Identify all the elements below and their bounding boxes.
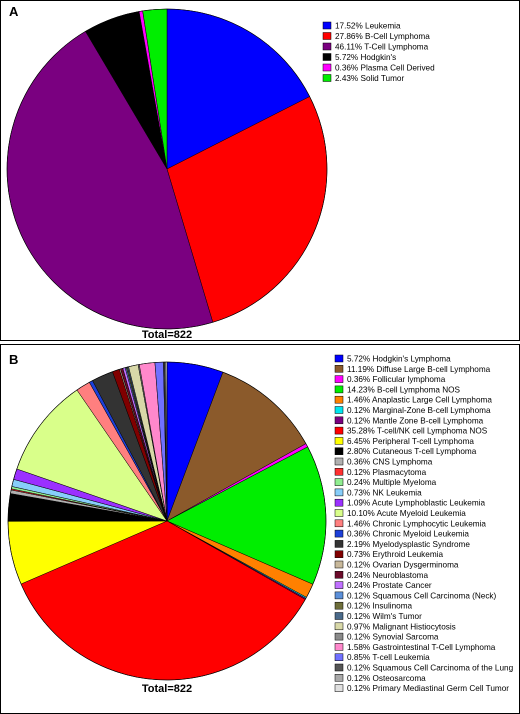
panel-b-legend-swatch-24 xyxy=(334,601,344,610)
panel-b-legend-label-26: 0.97% Malignant Histiocytosis xyxy=(347,622,456,631)
panel-b-legend-label-14: 1.09% Acute Lymphoblastic Leukemia xyxy=(347,499,486,508)
panel-b-legend-label-27: 0.12% Synovial Sarcoma xyxy=(347,633,439,642)
panel-b-legend-swatch-4 xyxy=(334,395,344,404)
panel-b-legend-label-31: 0.12% Osteosarcoma xyxy=(347,674,426,683)
panel-a-legend-label-1: 27.86% B-Cell Lymphoma xyxy=(335,32,430,41)
panel-b-pie xyxy=(7,361,327,681)
panel-a-legend-label-0: 17.52% Leukemia xyxy=(335,22,401,31)
panel-b-legend-swatch-29 xyxy=(334,653,344,661)
panel-b-letter: B xyxy=(9,352,18,367)
panel-b-legend-label-5: 0.12% Marginal-Zone B-cell Lymphoma xyxy=(347,406,491,415)
panel-b-legend-swatch-27 xyxy=(334,632,344,641)
panel-a-legend-label-3: 5.72% Hodgkin's xyxy=(335,53,396,62)
panel-b-legend-swatch-25 xyxy=(334,612,344,620)
panel-b-legend-label-0: 5.72% Hodgkin's Lymphoma xyxy=(347,355,451,364)
panel-b-legend-swatch-3 xyxy=(334,385,344,394)
panel-b-legend-label-25: 0.12% Wilm's Tumor xyxy=(347,612,422,621)
panel-b-legend-label-32: 0.12% Primary Mediastinal Germ Cell Tumo… xyxy=(347,684,509,693)
panel-b-legend-swatch-16 xyxy=(334,519,344,528)
panel-b-legend-swatch-5 xyxy=(334,406,344,414)
panel-b-legend-label-30: 0.12% Squamous Cell Carcinoma of the Lun… xyxy=(347,664,514,673)
panel-b-legend-swatch-6 xyxy=(334,416,344,425)
panel-a-legend-swatch-3 xyxy=(322,53,332,61)
panel-b-legend-swatch-7 xyxy=(334,426,344,435)
panel-b-legend-swatch-2 xyxy=(334,375,344,383)
panel-b-legend-label-28: 1.58% Gastrointestinal T-Cell Lymphoma xyxy=(347,643,496,652)
panel-b-legend-swatch-28 xyxy=(334,643,344,651)
panel-b-legend-label-19: 0.73% Erythroid Leukemia xyxy=(347,550,443,559)
panel-b-legend-swatch-15 xyxy=(334,509,344,517)
panel-b-legend-swatch-26 xyxy=(334,622,344,631)
panel-b-pie-outline xyxy=(7,361,327,681)
panel-a-legend-swatch-0 xyxy=(322,21,332,30)
panel-b-legend-label-10: 0.36% CNS Lymphoma xyxy=(347,458,433,467)
panel-b-legend-swatch-14 xyxy=(334,498,344,507)
panel-b-legend-label-11: 0.12% Plasmacytoma xyxy=(347,468,427,477)
panel-b-legend-label-23: 0.12% Squamous Cell Carcinoma (Neck) xyxy=(347,591,497,600)
panel-b-legend-swatch-11 xyxy=(334,468,344,476)
panel-b-legend-label-17: 0.36% Chronic Myeloid Leukemia xyxy=(347,530,469,539)
panel-b-legend-swatch-31 xyxy=(334,674,344,682)
panel-b-legend-label-3: 14.23% B-cell Lymphoma NOS xyxy=(347,385,461,394)
panel-b-legend-label-24: 0.12% Insulinoma xyxy=(347,602,413,611)
panel-a-pie xyxy=(6,8,328,330)
panel-b-legend-swatch-22 xyxy=(334,581,344,589)
panel-b-legend-label-7: 35.28% T-cell/NK cell Lymphoma NOS xyxy=(347,427,488,436)
panel-b-legend-swatch-12 xyxy=(334,478,344,486)
panel-a-pie-outline xyxy=(6,8,328,330)
panel-b-legend-swatch-20 xyxy=(334,560,344,569)
panel-a-legend-swatch-4 xyxy=(322,63,332,72)
panel-b-legend-swatch-1 xyxy=(334,365,344,373)
panel-b-legend-swatch-21 xyxy=(334,571,344,579)
panel-a-legend-swatch-5 xyxy=(322,74,332,82)
panel-b-legend-label-13: 0.73% NK Leukemia xyxy=(347,488,422,497)
panel-b-legend-swatch-0 xyxy=(334,354,344,363)
panel-a-legend-label-4: 0.36% Plasma Cell Derived xyxy=(335,64,435,73)
panel-b-legend-swatch-9 xyxy=(334,447,344,455)
panel-b-legend-swatch-10 xyxy=(334,457,344,466)
panel-b-legend-label-21: 0.24% Neuroblastoma xyxy=(347,571,428,580)
panel-a-total: Total=822 xyxy=(142,329,192,341)
panel-b-legend-swatch-19 xyxy=(334,550,344,558)
panel-b-legend-swatch-18 xyxy=(334,540,344,548)
panel-b-legend-swatch-8 xyxy=(334,437,344,445)
panel-b-legend-swatch-32 xyxy=(334,684,344,692)
panel-b-legend-swatch-23 xyxy=(334,591,344,600)
panel-a-legend-swatch-2 xyxy=(322,42,332,51)
panel-b-legend-label-18: 2.19% Myelodysplastic Syndrome xyxy=(347,540,470,549)
panel-b-total: Total=822 xyxy=(142,683,192,695)
panel-b-legend-label-12: 0.24% Multiple Myeloma xyxy=(347,478,437,487)
panel-b-legend-label-22: 0.24% Prostate Cancer xyxy=(347,581,432,590)
panel-b-legend-label-15: 10.10% Acute Myeloid Leukemia xyxy=(347,509,466,518)
panel-a-legend-label-5: 2.43% Solid Tumor xyxy=(335,74,404,83)
panel-b-legend-swatch-17 xyxy=(334,529,344,538)
panel-b-legend-label-2: 0.36% Follicular lymphoma xyxy=(347,375,446,384)
panel-b-legend-label-8: 6.45% Peripheral T-cell Lymphoma xyxy=(347,437,474,446)
panel-b-legend-label-6: 0.12% Mantle Zone B-cell Lymphoma xyxy=(347,416,484,425)
panel-b-legend-label-16: 1.46% Chronic Lymphocytic Leukemia xyxy=(347,519,486,528)
panel-b-legend-label-9: 2.80% Cutaneous T-cell Lymphoma xyxy=(347,447,477,456)
panel-a-legend-label-2: 46.11% T-Cell Lymphoma xyxy=(335,43,429,52)
panel-b-legend-label-29: 0.85% T-cell Leukemia xyxy=(347,653,430,662)
panel-b-legend-label-4: 1.46% Anaplastic Large Cell Lymphoma xyxy=(347,396,492,405)
panel-b-legend-label-1: 11.19% Diffuse Large B-cell Lymphoma xyxy=(347,365,491,374)
panel-b-legend-label-20: 0.12% Ovarian Dysgerminoma xyxy=(347,561,459,570)
panel-b-legend-swatch-30 xyxy=(334,663,344,672)
panel-a-letter: A xyxy=(9,4,19,19)
panel-a-legend-swatch-1 xyxy=(322,32,332,40)
panel-b-legend-swatch-13 xyxy=(334,488,344,497)
